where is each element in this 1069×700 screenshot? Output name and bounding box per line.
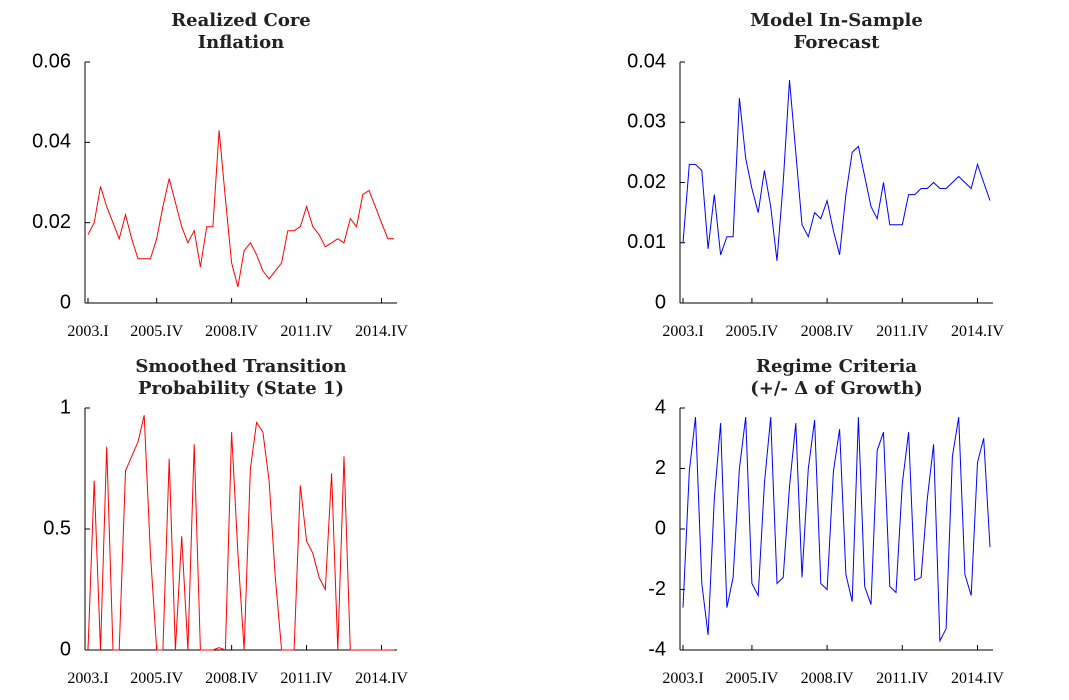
y-tick-label: 4 [655,396,666,418]
chart-title: Model In-Sample [750,10,923,31]
y-tick-label: 0.04 [627,50,666,72]
y-tick-label: 0.01 [627,231,666,253]
x-tick-label: 2003.I [67,670,108,687]
x-tick-label: 2014.IV [951,670,1004,687]
chart-title: Probability (State 1) [138,378,344,399]
x-tick-label: 2005.IV [725,323,778,340]
y-tick-label: -2 [648,578,666,600]
chart-title: Forecast [794,32,880,53]
y-tick-label: 0 [655,291,666,313]
y-tick-label: 0.5 [43,517,71,539]
x-tick-label: 2011.IV [876,323,929,340]
x-tick-label: 2011.IV [280,670,333,687]
y-tick-label: 0 [60,291,71,313]
x-tick-label: 2014.IV [951,323,1004,340]
x-tick-label: 2005.IV [130,323,183,340]
x-tick-label: 2008.IV [205,670,258,687]
y-tick-label: 0.06 [32,50,71,72]
y-tick-label: 0 [655,517,666,539]
data-line [682,417,991,643]
chart-title: Realized Core [171,10,311,31]
y-tick-label: 1 [60,396,71,418]
x-tick-label: 2003.I [662,670,703,687]
y-tick-label: 0.04 [32,131,71,153]
x-tick-label: 2008.IV [205,323,258,340]
chart-title: (+/- Δ of Growth) [750,378,922,399]
chart-title: Smoothed Transition [135,356,346,377]
x-tick-label: 2011.IV [876,670,929,687]
x-tick-label: 2014.IV [355,323,408,340]
x-tick-label: 2003.I [662,323,703,340]
y-tick-label: 0.02 [32,211,71,233]
x-tick-label: 2014.IV [355,670,408,687]
y-tick-label: 0 [60,638,71,660]
y-tick-label: 0.03 [627,111,666,133]
x-tick-label: 2008.IV [801,670,854,687]
y-tick-label: 0.02 [627,171,666,193]
x-tick-label: 2005.IV [130,670,183,687]
y-tick-label: -4 [648,638,666,660]
data-line [87,130,394,288]
x-tick-label: 2005.IV [725,670,778,687]
x-tick-label: 2011.IV [280,323,333,340]
x-tick-label: 2003.I [67,323,108,340]
y-tick-label: 2 [655,457,666,479]
data-line [87,415,394,651]
chart-title: Inflation [198,32,285,53]
x-tick-label: 2008.IV [801,323,854,340]
chart-title: Regime Criteria [756,356,917,377]
data-line [682,80,991,261]
